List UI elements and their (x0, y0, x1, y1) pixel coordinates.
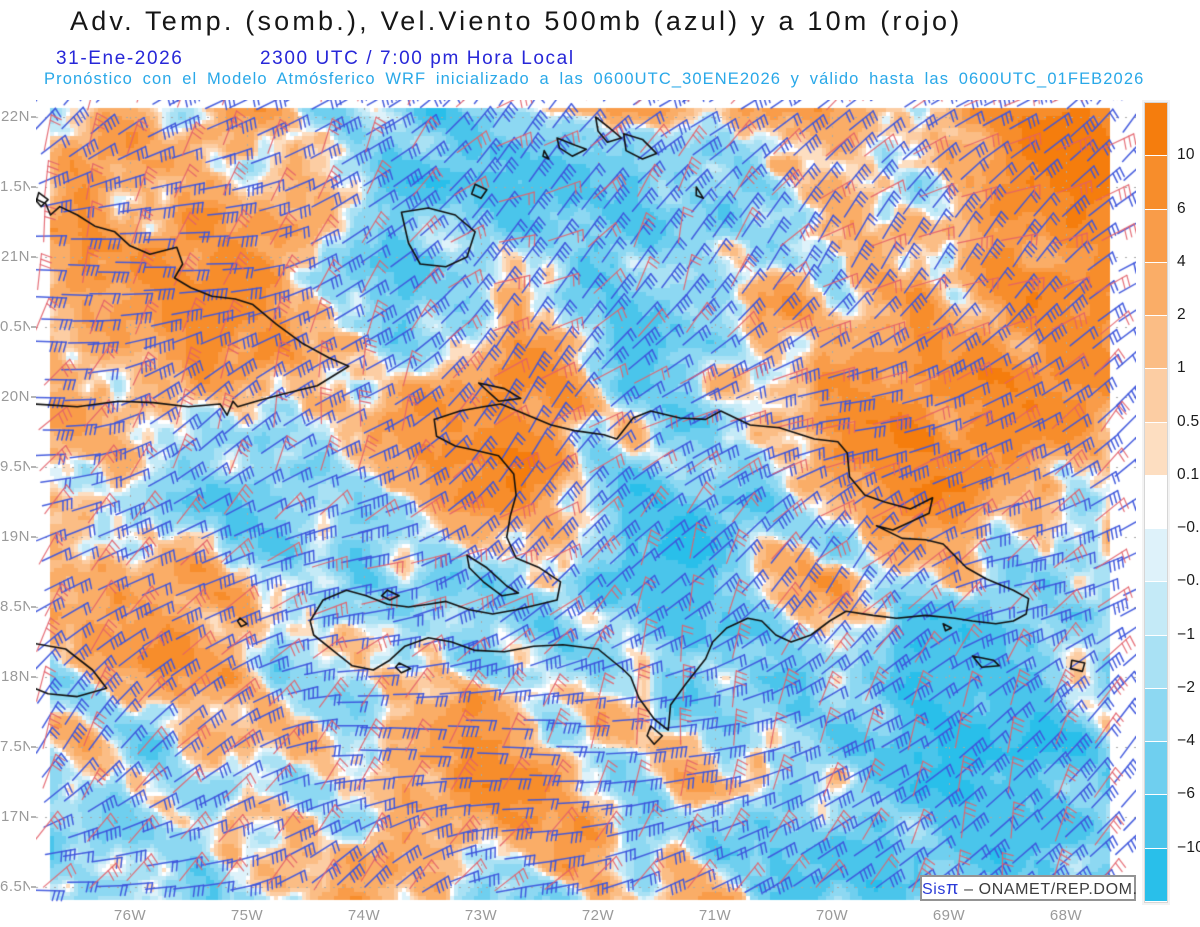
lon-tick-label: 75W (230, 907, 264, 924)
lon-tick-label: 73W (464, 907, 498, 924)
lat-tick-mark (31, 746, 36, 748)
lon-tick-label: 68W (1049, 907, 1083, 924)
lat-tick-label: 1.5N (0, 178, 30, 195)
valid-date-label: 31-Ene-2026 (56, 48, 184, 69)
lat-tick-label: 8.5N (0, 598, 30, 615)
colorbar-segment (1145, 103, 1167, 157)
lat-tick-label: 9.5N (0, 458, 30, 475)
lat-tick-mark (31, 816, 36, 818)
colorbar-tick-label: 0.1 (1177, 465, 1200, 483)
colorbar-segment (1145, 316, 1167, 370)
colorbar-segment (1145, 582, 1167, 636)
lat-tick-mark (31, 116, 36, 118)
lat-tick-mark (31, 326, 36, 328)
colorbar-tick-label: −6 (1177, 785, 1196, 803)
page-title: Adv. Temp. (somb.), Vel.Viento 500mb (az… (70, 6, 963, 36)
lat-tick-mark (31, 396, 36, 398)
colorbar-tick-label: 0.5 (1177, 412, 1200, 430)
colorbar-tick-label: 4 (1177, 252, 1186, 270)
map-canvas (36, 100, 1136, 906)
colorbar-segment (1145, 156, 1167, 210)
colorbar-tick-label: 6 (1177, 199, 1186, 217)
colorbar-tick-label: 10 (1177, 146, 1195, 164)
stamp-sis-label: Sis (922, 881, 947, 898)
lat-tick-mark (31, 186, 36, 188)
lat-tick-label: 20N (0, 388, 30, 405)
lat-tick-label: 18N (0, 668, 30, 685)
lat-tick-label: 19N (0, 528, 30, 545)
valid-time-label: 2300 UTC / 7:00 pm Hora Local (260, 48, 575, 69)
colorbar-tick-label: −10 (1177, 838, 1200, 856)
lon-tick-label: 72W (581, 907, 615, 924)
colorbar (1144, 102, 1168, 903)
lat-tick-label: 17N (0, 808, 30, 825)
lat-tick-label: 7.5N (0, 738, 30, 755)
lon-tick-label: 74W (347, 907, 381, 924)
colorbar-tick-label: −2 (1177, 678, 1196, 696)
colorbar-segment (1145, 209, 1167, 263)
colorbar-segment (1145, 262, 1167, 317)
lat-tick-label: 0.5N (0, 318, 30, 335)
colorbar-tick-label: −0.1 (1177, 519, 1200, 537)
lon-tick-label: 69W (932, 907, 966, 924)
colorbar-segment (1145, 635, 1167, 689)
colorbar-segment (1145, 475, 1167, 530)
colorbar-tick-label: 2 (1177, 306, 1186, 324)
colorbar-tick-label: 1 (1177, 359, 1186, 377)
lat-tick-mark (31, 886, 36, 888)
source-stamp: Sisπ – ONAMET/REP.DOM. (920, 875, 1138, 901)
lat-tick-mark (31, 256, 36, 258)
lat-tick-mark (31, 676, 36, 678)
pi-symbol: π (946, 878, 960, 898)
colorbar-tick-label: −4 (1177, 732, 1196, 750)
colorbar-segment (1145, 742, 1167, 796)
colorbar-segment (1145, 422, 1167, 476)
colorbar-segment (1145, 369, 1167, 423)
lon-tick-label: 70W (815, 907, 849, 924)
stamp-source-label: – ONAMET/REP.DOM. (964, 881, 1138, 898)
colorbar-segment (1145, 795, 1167, 849)
lat-tick-mark (31, 536, 36, 538)
colorbar-segment (1145, 529, 1167, 583)
lat-tick-label: 22N (0, 108, 30, 125)
lon-tick-label: 71W (698, 907, 732, 924)
lon-tick-label: 76W (113, 907, 147, 924)
colorbar-tick-label: −1 (1177, 625, 1196, 643)
colorbar-segment (1145, 848, 1167, 902)
lat-tick-mark (31, 466, 36, 468)
colorbar-tick-label: −0.5 (1177, 572, 1200, 590)
lat-tick-label: 21N (0, 248, 30, 265)
colorbar-segment (1145, 688, 1167, 743)
lat-tick-mark (31, 606, 36, 608)
model-forecast-line: Pronóstico con el Modelo Atmósferico WRF… (44, 70, 1145, 88)
lat-tick-label: 6.5N (0, 878, 30, 895)
